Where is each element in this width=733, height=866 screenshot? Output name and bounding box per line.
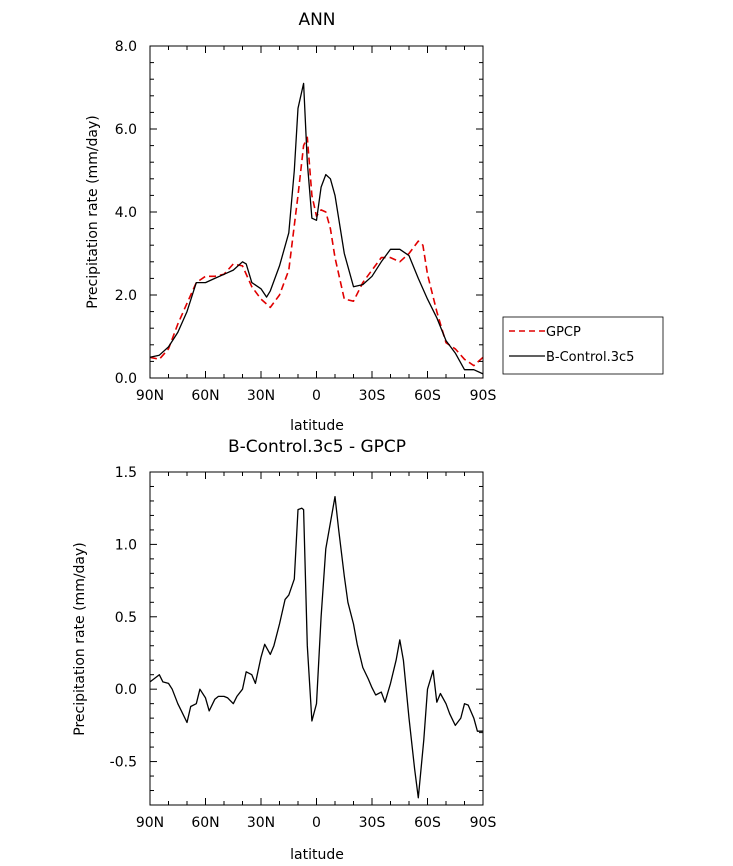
bottom-chart-y-axis-label: Precipitation rate (mm/day) [72, 542, 88, 736]
bottom-chart-y-tick-label: 1.0 [115, 537, 137, 553]
bottom-chart-series-line-difference [149, 495, 483, 799]
bottom-chart-x-tick-label: 60N [191, 815, 219, 831]
bottom-chart-x-tick-label: 0 [312, 815, 321, 831]
top-chart-y-tick-label: 8.0 [115, 39, 137, 55]
top-chart-title: ANN [298, 10, 335, 30]
top-chart-x-axis-label: latitude [290, 418, 344, 434]
bottom-chart-x-tick-label: 60S [414, 815, 441, 831]
bottom-chart-title: B-Control.3c5 - GPCP [228, 437, 406, 457]
bottom-chart-y-tick-label: 1.5 [115, 465, 137, 481]
top-chart-plot-frame [149, 45, 484, 379]
bottom-chart-x-tick-label: 90N [136, 815, 164, 831]
top-chart-panel: ANN 90N 60N 30N 0 30S 60S 90S 0.0 2.0 4.0 6.0 8.0 l… [85, 10, 496, 434]
bottom-chart-x-axis-label: latitude [290, 847, 344, 863]
bottom-chart-marks [149, 495, 483, 799]
top-chart-y-tick-label: 2.0 [115, 288, 137, 304]
top-chart-y-tick-label: 4.0 [115, 205, 137, 221]
top-chart-legend: GPCP B-Control.3c5 [502, 316, 664, 375]
bottom-chart-x-tick-label: 30S [359, 815, 386, 831]
legend-label-gpcp: GPCP [546, 325, 581, 340]
top-chart-y-tick-label: 6.0 [115, 122, 137, 138]
top-chart-x-tick-label: 60S [414, 388, 441, 404]
bottom-chart-y-tick-label: 0.5 [115, 610, 137, 626]
bottom-chart-plot-frame [149, 471, 484, 806]
top-chart-x-tick-label: 30N [247, 388, 275, 404]
bottom-chart-panel: B-Control.3c5 - GPCP 90N 60N 30N 0 30S 60S 90S… [72, 437, 496, 863]
top-chart-y-axis-label: Precipitation rate (mm/day) [85, 115, 101, 309]
legend-label-b-control: B-Control.3c5 [546, 350, 634, 365]
top-chart-x-tick-label: 0 [312, 388, 321, 404]
top-chart-x-tick-label: 90S [470, 388, 497, 404]
bottom-chart-ticks: 90N 60N 30N 0 30S 60S 90S -0.5 0.0 0.5 1.0 1.5 [110, 465, 497, 831]
top-chart-marks [149, 82, 484, 375]
top-chart-y-tick-label: 0.0 [115, 371, 137, 387]
bottom-chart-x-tick-label: 30N [247, 815, 275, 831]
top-chart-x-tick-label: 30S [359, 388, 386, 404]
legend-box [502, 316, 664, 375]
bottom-chart-y-tick-label: -0.5 [110, 755, 137, 771]
bottom-chart-x-tick-label: 90S [470, 815, 497, 831]
top-chart-series-line-gpcp [149, 136, 484, 367]
top-chart-x-tick-label: 90N [136, 388, 164, 404]
top-chart-x-tick-label: 60N [191, 388, 219, 404]
top-chart-ticks: 90N 60N 30N 0 30S 60S 90S 0.0 2.0 4.0 6.0 8.0 [115, 39, 497, 404]
bottom-chart-y-tick-label: 0.0 [115, 682, 137, 698]
top-chart-series-line-b-control-3c5 [149, 82, 484, 375]
